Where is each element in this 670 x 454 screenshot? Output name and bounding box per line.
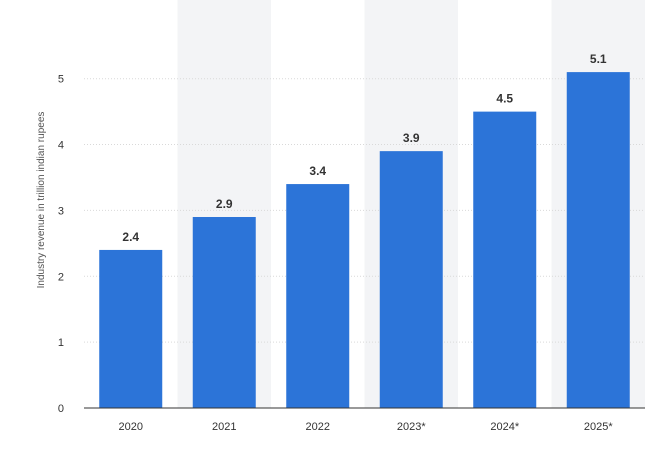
bar-2023-forecast — [379, 151, 443, 408]
bar-2025-forecast — [566, 72, 630, 408]
data-label-2021: 2.9 — [216, 197, 233, 211]
x-tick-2023-forecast: 2023* — [397, 421, 426, 433]
y-tick-4: 4 — [58, 140, 64, 152]
x-axis-tick-labels: 2020 2021 2022 2023* 2024* 2025* — [119, 421, 614, 433]
data-label-2024-forecast: 4.5 — [496, 92, 513, 106]
y-tick-0: 0 — [58, 403, 64, 415]
data-label-2025-forecast: 5.1 — [590, 52, 607, 66]
x-tick-2022: 2022 — [306, 421, 330, 433]
bars — [99, 72, 630, 408]
y-tick-5: 5 — [58, 74, 64, 86]
data-labels: 2.4 2.9 3.4 3.9 4.5 5.1 — [122, 52, 607, 244]
gridlines — [84, 78, 645, 343]
data-label-2023-forecast: 3.9 — [403, 131, 420, 145]
bar-2020 — [99, 249, 163, 408]
y-tick-1: 1 — [58, 337, 64, 349]
data-label-2022: 3.4 — [309, 164, 326, 178]
y-axis-tick-labels: 0 1 2 3 4 5 — [58, 74, 64, 415]
x-tick-2025-forecast: 2025* — [584, 421, 613, 433]
bar-2021 — [192, 217, 256, 408]
bar-2024-forecast — [473, 111, 537, 408]
x-tick-2024-forecast: 2024* — [490, 421, 519, 433]
x-tick-2021: 2021 — [212, 421, 236, 433]
x-tick-2020: 2020 — [119, 421, 143, 433]
y-tick-2: 2 — [58, 271, 64, 283]
y-axis-title: Industry revenue in trillion indian rupe… — [36, 112, 47, 289]
y-tick-3: 3 — [58, 205, 64, 217]
data-label-2020: 2.4 — [122, 230, 139, 244]
bar-2022 — [286, 184, 350, 408]
